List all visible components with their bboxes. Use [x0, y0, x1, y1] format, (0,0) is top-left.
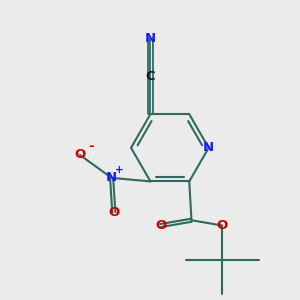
- Text: N: N: [203, 141, 214, 154]
- Text: N: N: [106, 171, 117, 184]
- Text: O: O: [217, 219, 228, 232]
- Text: O: O: [74, 148, 85, 161]
- Text: O: O: [155, 219, 166, 232]
- Text: -: -: [88, 140, 94, 153]
- Text: +: +: [115, 165, 124, 176]
- Text: C: C: [146, 70, 155, 83]
- Text: N: N: [145, 32, 156, 45]
- Text: O: O: [108, 206, 119, 219]
